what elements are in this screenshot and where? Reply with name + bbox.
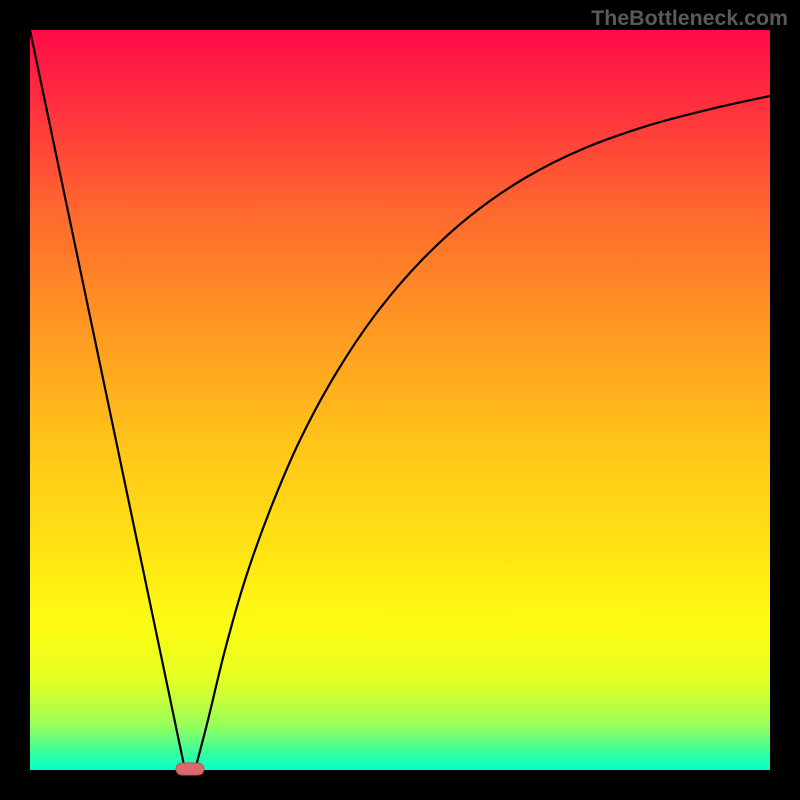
optimal-marker [176, 763, 204, 775]
bottleneck-chart [0, 0, 800, 800]
chart-plot-area [30, 30, 770, 770]
chart-container: TheBottleneck.com [0, 0, 800, 800]
watermark-text: TheBottleneck.com [591, 6, 788, 31]
